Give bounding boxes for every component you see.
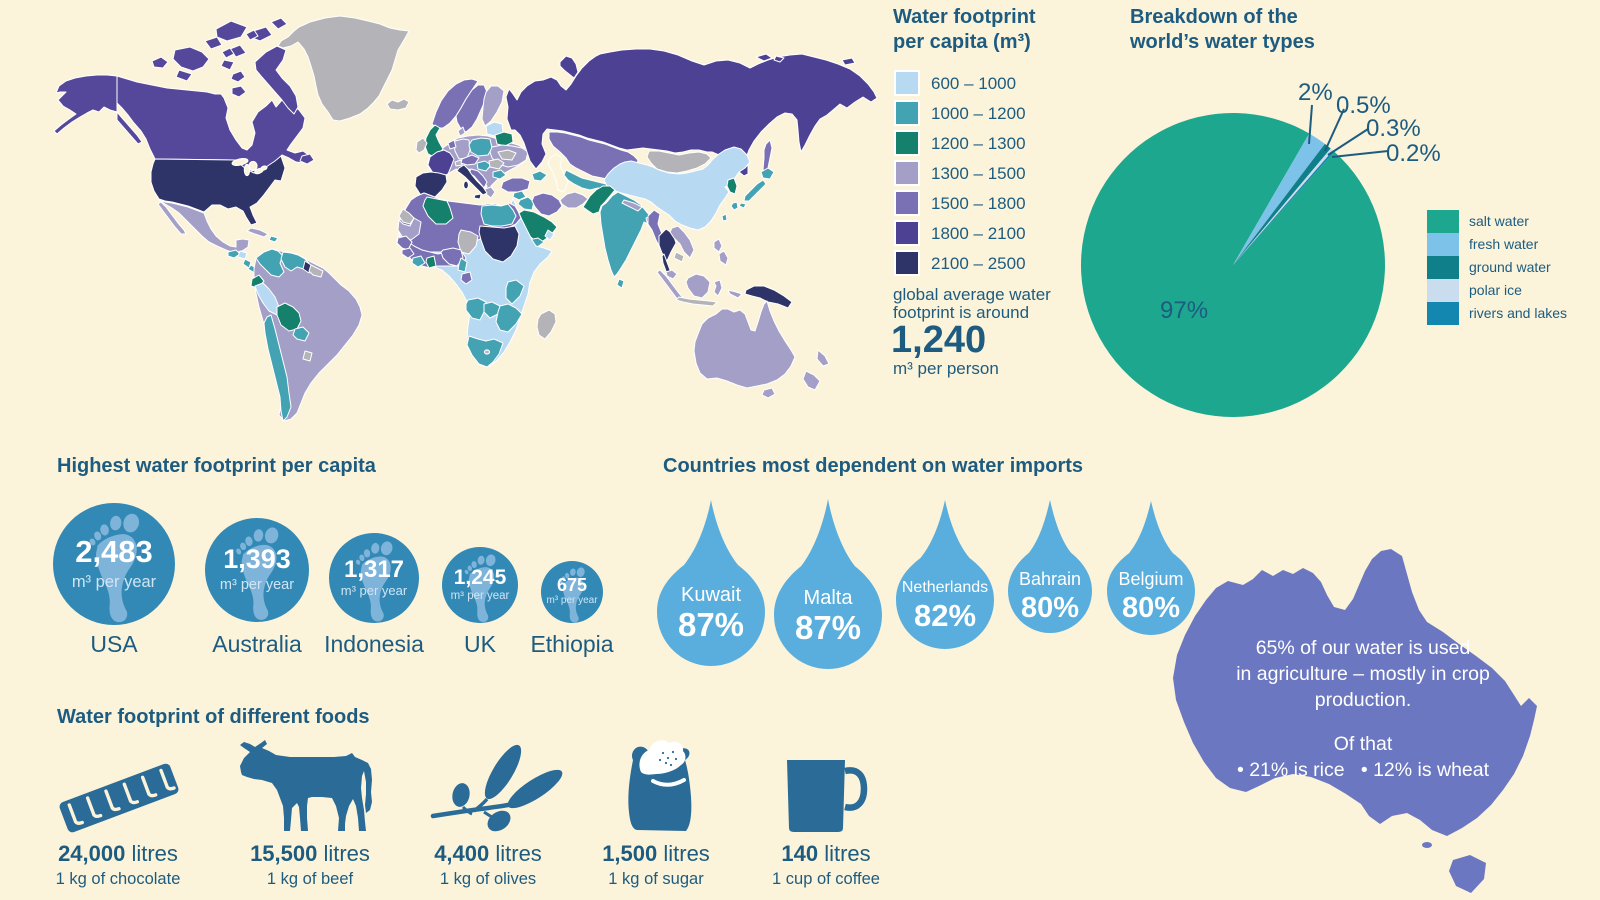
svg-text:1,393: 1,393 <box>223 544 291 574</box>
svg-text:1 kg of sugar: 1 kg of sugar <box>608 870 704 888</box>
svg-text:Countries most dependent on wa: Countries most dependent on water import… <box>663 455 1083 477</box>
svg-text:0.2%: 0.2% <box>1386 140 1441 167</box>
svg-text:per capita (m³): per capita (m³) <box>893 31 1031 53</box>
svg-text:USA: USA <box>90 631 138 657</box>
svg-text:m³ per person: m³ per person <box>893 359 999 378</box>
svg-text:87%: 87% <box>678 606 744 643</box>
svg-text:1,245: 1,245 <box>454 566 507 589</box>
svg-text:Breakdown of the: Breakdown of the <box>1130 6 1298 28</box>
svg-text:Indonesia: Indonesia <box>324 631 424 657</box>
svg-text:Ethiopia: Ethiopia <box>530 631 613 657</box>
svg-text:0.5%: 0.5% <box>1336 92 1391 119</box>
svg-text:fresh water: fresh water <box>1469 236 1539 252</box>
svg-text:footprint is around: footprint is around <box>893 303 1029 322</box>
svg-text:m³ per year: m³ per year <box>341 583 408 598</box>
svg-text:salt water: salt water <box>1469 213 1529 229</box>
svg-text:1,317: 1,317 <box>344 556 404 583</box>
svg-text:65% of our water is used: 65% of our water is used <box>1256 637 1471 659</box>
svg-text:1000 – 1200: 1000 – 1200 <box>931 104 1026 123</box>
svg-text:Malta: Malta <box>804 587 854 609</box>
svg-text:in agriculture – mostly in cro: in agriculture – mostly in crop <box>1236 663 1490 685</box>
svg-text:Water footprint of different f: Water footprint of different foods <box>57 706 370 728</box>
svg-text:Of that: Of that <box>1334 733 1393 755</box>
svg-text:• 21% is rice • 12% is wheat: • 21% is rice • 12% is wheat <box>1237 759 1490 781</box>
svg-text:80%: 80% <box>1122 592 1180 624</box>
svg-text:600 – 1000: 600 – 1000 <box>931 74 1016 93</box>
svg-text:15,500 litres: 15,500 litres <box>250 841 370 866</box>
svg-text:UK: UK <box>464 631 497 657</box>
svg-text:1 kg of beef: 1 kg of beef <box>267 870 354 888</box>
svg-text:1 cup of coffee: 1 cup of coffee <box>772 870 880 888</box>
svg-text:1,500 litres: 1,500 litres <box>602 841 710 866</box>
svg-text:0.3%: 0.3% <box>1366 115 1421 142</box>
svg-text:1500 – 1800: 1500 – 1800 <box>931 194 1026 213</box>
svg-text:1,240: 1,240 <box>891 319 986 361</box>
svg-text:1300 – 1500: 1300 – 1500 <box>931 164 1026 183</box>
svg-text:Australia: Australia <box>212 631 302 657</box>
svg-text:Belgium: Belgium <box>1118 569 1183 589</box>
svg-text:2100 – 2500: 2100 – 2500 <box>931 254 1026 273</box>
svg-text:675: 675 <box>557 575 587 595</box>
svg-text:production.: production. <box>1315 689 1411 711</box>
svg-text:world’s water types: world’s water types <box>1129 31 1315 53</box>
svg-text:4,400 litres: 4,400 litres <box>434 841 542 866</box>
svg-text:m³ per year: m³ per year <box>220 577 294 593</box>
svg-text:1 kg of chocolate: 1 kg of chocolate <box>56 870 181 888</box>
svg-text:1200 – 1300: 1200 – 1300 <box>931 134 1026 153</box>
svg-text:1 kg of olives: 1 kg of olives <box>440 870 536 888</box>
svg-text:m³ per year: m³ per year <box>451 590 510 602</box>
svg-text:m³ per year: m³ per year <box>546 595 598 606</box>
svg-text:Kuwait: Kuwait <box>681 584 741 606</box>
svg-text:Bahrain: Bahrain <box>1019 569 1081 589</box>
svg-text:polar ice: polar ice <box>1469 282 1522 298</box>
svg-text:80%: 80% <box>1021 592 1079 624</box>
svg-text:2,483: 2,483 <box>75 534 153 569</box>
svg-text:Netherlands: Netherlands <box>902 579 988 596</box>
svg-text:rivers and lakes: rivers and lakes <box>1469 305 1567 321</box>
svg-text:Highest water footprint per ca: Highest water footprint per capita <box>57 455 377 477</box>
svg-text:24,000 litres: 24,000 litres <box>58 841 178 866</box>
svg-text:ground water: ground water <box>1469 259 1551 275</box>
svg-text:Water footprint: Water footprint <box>893 6 1036 28</box>
svg-text:82%: 82% <box>914 598 976 633</box>
svg-text:global average water: global average water <box>893 285 1051 304</box>
svg-text:2%: 2% <box>1298 79 1333 106</box>
svg-text:97%: 97% <box>1160 297 1208 324</box>
svg-text:140 litres: 140 litres <box>781 841 870 866</box>
svg-text:87%: 87% <box>795 609 861 646</box>
svg-text:m³ per year: m³ per year <box>72 573 157 591</box>
svg-text:1800 – 2100: 1800 – 2100 <box>931 224 1026 243</box>
